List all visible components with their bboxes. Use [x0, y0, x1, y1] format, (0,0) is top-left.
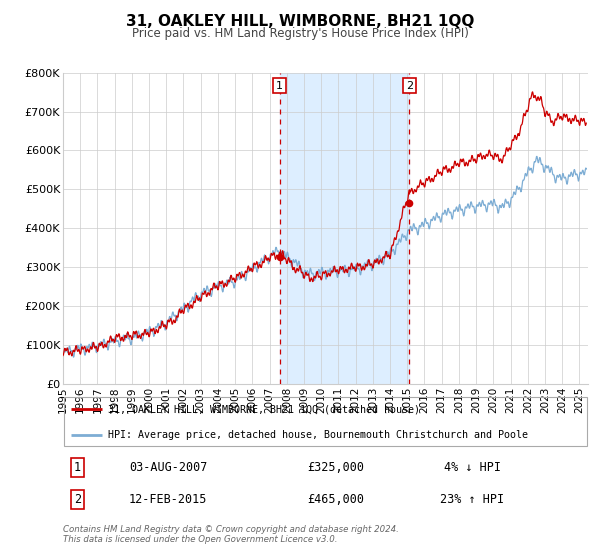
Text: 2: 2: [406, 81, 413, 91]
Text: 4% ↓ HPI: 4% ↓ HPI: [444, 461, 501, 474]
Text: Price paid vs. HM Land Registry's House Price Index (HPI): Price paid vs. HM Land Registry's House …: [131, 27, 469, 40]
Bar: [280, 73, 409, 384]
Text: £465,000: £465,000: [308, 493, 365, 506]
Text: HPI: Average price, detached house, Bournemouth Christchurch and Poole: HPI: Average price, detached house, Bour…: [107, 430, 527, 440]
Text: 1: 1: [276, 81, 283, 91]
Text: 2: 2: [74, 493, 81, 506]
Text: This data is licensed under the Open Government Licence v3.0.: This data is licensed under the Open Gov…: [63, 535, 337, 544]
Text: 23% ↑ HPI: 23% ↑ HPI: [440, 493, 505, 506]
Text: 03-AUG-2007: 03-AUG-2007: [129, 461, 207, 474]
Text: £325,000: £325,000: [308, 461, 365, 474]
Text: 31, OAKLEY HILL, WIMBORNE, BH21 1QQ: 31, OAKLEY HILL, WIMBORNE, BH21 1QQ: [126, 14, 474, 29]
Text: 12-FEB-2015: 12-FEB-2015: [129, 493, 207, 506]
Text: 1: 1: [74, 461, 81, 474]
Text: Contains HM Land Registry data © Crown copyright and database right 2024.: Contains HM Land Registry data © Crown c…: [63, 525, 399, 534]
Text: 31, OAKLEY HILL, WIMBORNE, BH21 1QQ (detached house): 31, OAKLEY HILL, WIMBORNE, BH21 1QQ (det…: [107, 404, 419, 414]
